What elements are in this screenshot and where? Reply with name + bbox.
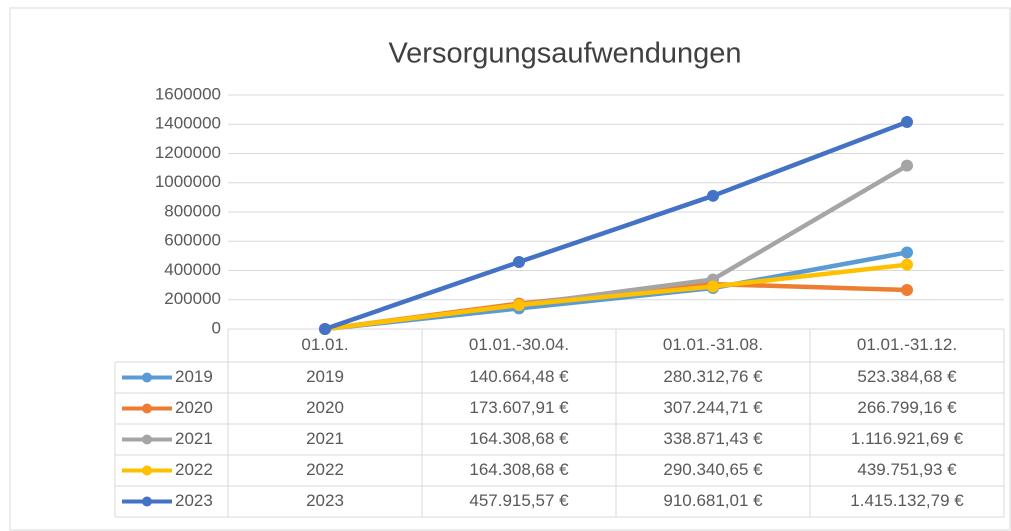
table-cell: 1.415.132,79 € (850, 491, 964, 510)
series-marker (513, 256, 525, 269)
table-cell: 173.607,91 € (469, 398, 569, 417)
y-tick-label: 1400000 (155, 114, 221, 133)
series-marker (901, 246, 913, 259)
y-tick-label: 1200000 (155, 143, 221, 162)
x-tick-label: 01.01.-31.08. (663, 335, 763, 354)
series-marker (707, 280, 719, 293)
table-cell: 2019 (306, 367, 344, 386)
series-marker (707, 189, 719, 202)
table-cell: 1.116.921,69 € (851, 429, 964, 448)
table-cell: 280.312,76 € (663, 367, 763, 386)
y-tick-label: 1600000 (155, 84, 221, 103)
legend-key-marker (142, 403, 152, 414)
legend-label: 2021 (175, 429, 213, 448)
series-marker (901, 159, 913, 172)
series-marker (319, 323, 331, 335)
series-marker (513, 298, 525, 311)
table-cell: 338.871,43 € (663, 429, 763, 448)
table-cell: 164.308,68 € (469, 460, 569, 479)
table-cell: 457.915,57 € (469, 491, 569, 510)
y-tick-label: 400000 (164, 260, 221, 279)
legend-label: 2019 (175, 367, 213, 386)
x-tick-label: 01.01. (301, 335, 348, 354)
table-cell: 523.384,68 € (857, 367, 957, 386)
series-marker (901, 258, 913, 271)
chart-title: Versorgungsaufwendungen (388, 38, 741, 70)
table-cell: 266.799,16 € (857, 398, 957, 417)
series-marker (901, 116, 913, 129)
y-tick-label: 600000 (164, 231, 221, 250)
table-cell: 2022 (306, 460, 344, 479)
legend-label: 2020 (175, 398, 213, 417)
y-tick-label: 1000000 (155, 172, 221, 191)
y-tick-label: 800000 (164, 201, 221, 220)
x-tick-label: 01.01.-31.12. (857, 335, 957, 354)
legend-key-marker (142, 372, 152, 383)
table-cell: 290.340,65 € (663, 460, 763, 479)
series-line (322, 262, 910, 332)
table-cell: 439.751,93 € (857, 460, 957, 479)
legend-key-marker (142, 496, 152, 507)
table-cell: 140.664,48 € (469, 367, 569, 386)
y-tick-label: 0 (212, 318, 221, 337)
table-cell: 2020 (306, 398, 344, 417)
table-cell: 307.244,71 € (663, 398, 763, 417)
table-cell: 164.308,68 € (469, 429, 569, 448)
legend-label: 2022 (175, 460, 213, 479)
series-marker (901, 283, 913, 296)
table-cell: 910.681,01 € (663, 491, 763, 510)
series-line (322, 119, 910, 332)
y-tick-label: 200000 (164, 289, 221, 308)
table-cell: 2021 (306, 429, 344, 448)
table-cell: 2023 (306, 491, 344, 510)
x-tick-label: 01.01.-30.04. (469, 335, 569, 354)
legend-label: 2023 (175, 491, 213, 510)
legend-key-marker (142, 434, 152, 445)
legend-key-marker (142, 465, 152, 476)
